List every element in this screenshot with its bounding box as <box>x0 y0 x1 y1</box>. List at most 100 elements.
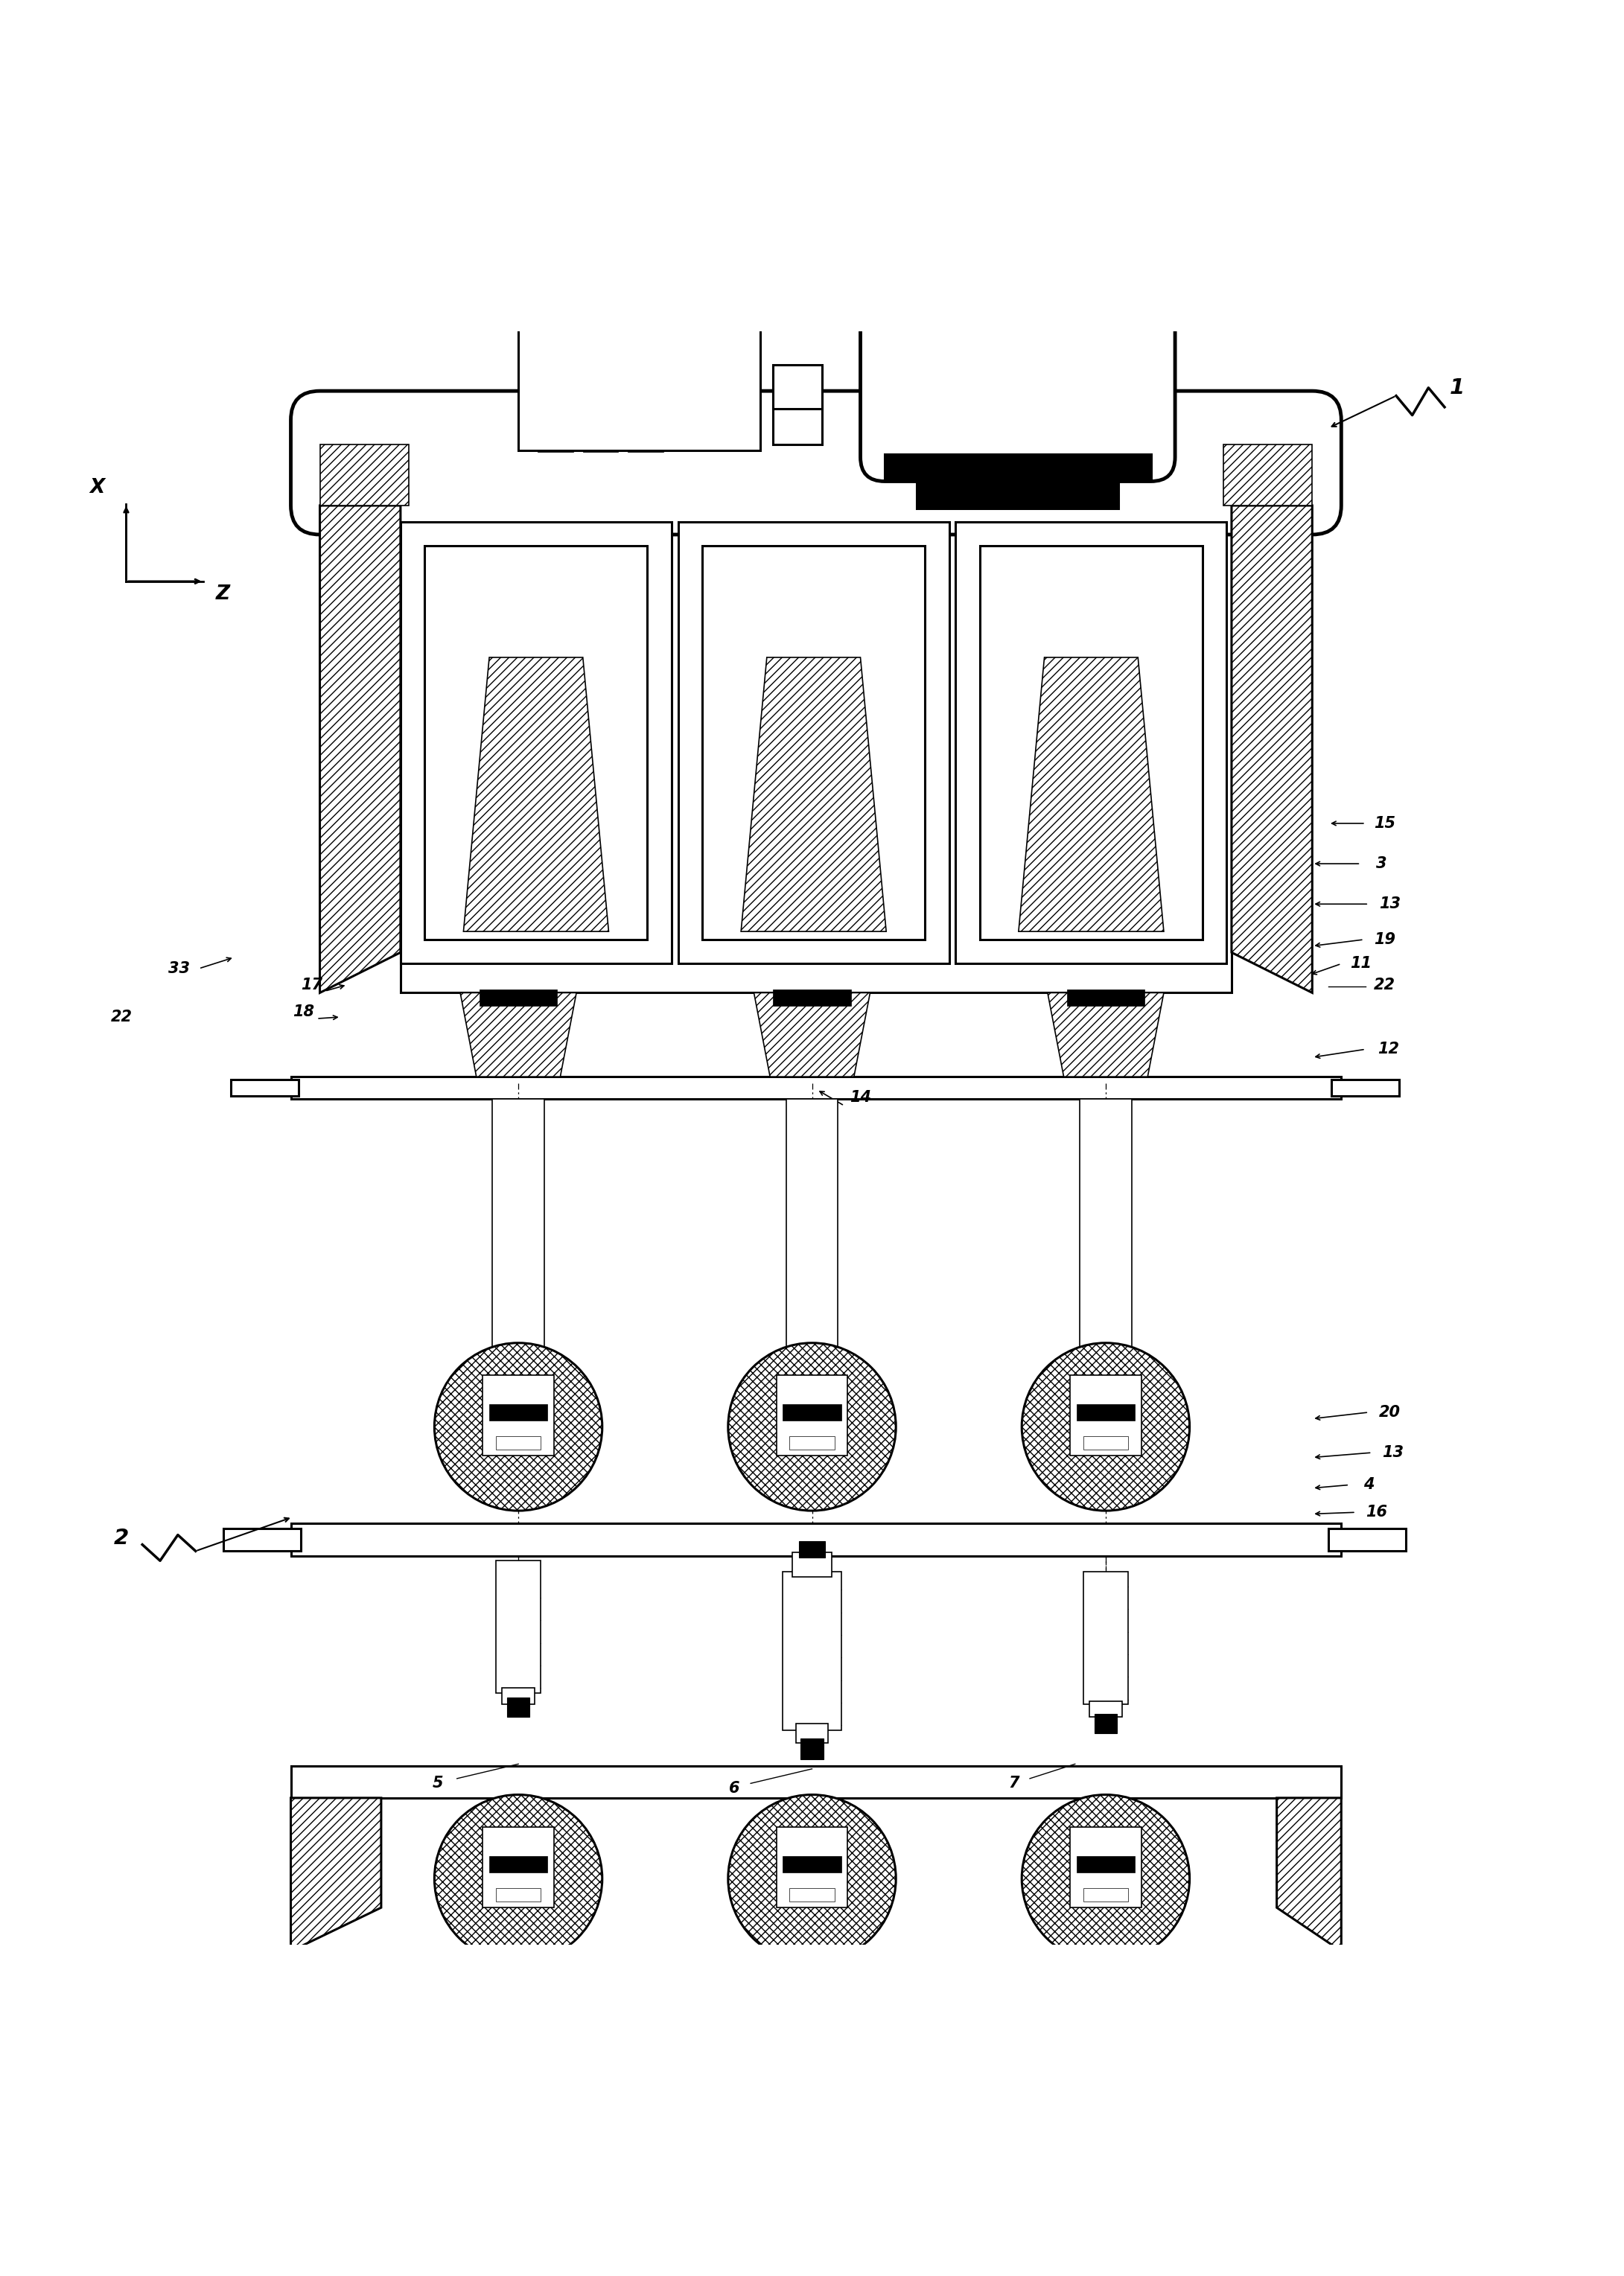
Text: 13: 13 <box>1382 1445 1403 1461</box>
Bar <box>1328 1976 1406 1992</box>
Polygon shape <box>463 658 609 931</box>
Bar <box>291 1766 1341 1798</box>
Bar <box>1077 1855 1135 1873</box>
Bar <box>799 2053 825 2071</box>
Bar <box>583 332 619 453</box>
Bar <box>505 2053 531 2071</box>
Text: 2: 2 <box>114 1527 128 1548</box>
Bar <box>1083 1436 1129 1450</box>
Circle shape <box>728 1343 896 1511</box>
Text: 8: 8 <box>492 678 503 694</box>
Bar <box>1095 1714 1117 1734</box>
Bar <box>1077 1404 1135 1420</box>
Bar <box>222 1976 300 1992</box>
Bar <box>783 1573 841 1730</box>
Text: 14: 14 <box>849 1090 870 1106</box>
Bar <box>773 364 822 410</box>
Text: 26: 26 <box>734 876 755 890</box>
Text: 11: 11 <box>1350 956 1371 972</box>
Bar <box>401 521 672 963</box>
Bar <box>482 1375 554 1457</box>
FancyBboxPatch shape <box>291 391 1341 535</box>
Bar <box>291 1523 1341 1557</box>
Bar <box>773 366 822 444</box>
Bar <box>773 990 851 1006</box>
Text: 17: 17 <box>300 976 323 992</box>
Text: 3: 3 <box>1376 856 1387 872</box>
Bar <box>679 521 948 963</box>
Text: 9: 9 <box>786 678 796 694</box>
Polygon shape <box>1276 1798 1341 1951</box>
Text: 15: 15 <box>1374 815 1395 831</box>
Text: 20: 20 <box>1379 1404 1400 1420</box>
Bar <box>793 1994 831 2060</box>
Text: X: X <box>89 478 104 498</box>
Circle shape <box>434 1796 603 1962</box>
Text: 26: 26 <box>438 881 460 894</box>
Circle shape <box>728 1796 896 1962</box>
Bar <box>401 505 1231 992</box>
Circle shape <box>434 1343 603 1511</box>
Text: 19: 19 <box>1374 933 1395 947</box>
Text: 12: 12 <box>1377 1042 1398 1056</box>
Bar <box>793 1552 831 1577</box>
Text: 10: 10 <box>1059 694 1082 710</box>
Bar <box>1083 1889 1129 1900</box>
Bar <box>1070 1375 1142 1457</box>
Text: 7: 7 <box>1009 1775 1020 1791</box>
Bar <box>495 1889 541 1900</box>
Text: Z: Z <box>216 585 231 603</box>
Text: 1: 1 <box>1450 378 1465 398</box>
Bar <box>918 476 1119 510</box>
Text: 5: 5 <box>432 1775 443 1791</box>
Polygon shape <box>1223 444 1312 505</box>
Bar <box>291 1077 1341 1099</box>
Polygon shape <box>741 658 887 931</box>
Bar <box>518 298 760 451</box>
Polygon shape <box>291 1798 382 1951</box>
Bar <box>1083 1573 1129 1705</box>
Circle shape <box>1021 1796 1190 1962</box>
Bar <box>783 1404 841 1420</box>
Text: 22: 22 <box>1374 976 1395 992</box>
Bar <box>492 1099 544 1350</box>
Bar <box>479 990 557 1006</box>
Text: 13: 13 <box>1379 897 1400 910</box>
Polygon shape <box>1047 992 1164 1077</box>
Bar <box>499 1994 538 2060</box>
Bar <box>495 1561 541 1693</box>
Bar <box>1070 1828 1142 1907</box>
Text: 33: 33 <box>169 960 190 976</box>
Bar <box>231 1079 299 1097</box>
Bar <box>799 1541 825 1557</box>
Polygon shape <box>320 505 401 992</box>
Polygon shape <box>1018 658 1164 931</box>
Bar <box>786 1099 838 1350</box>
Bar <box>489 1855 547 1873</box>
Bar <box>489 1404 547 1420</box>
Bar <box>291 1973 1341 1994</box>
Polygon shape <box>320 444 409 505</box>
Text: 16: 16 <box>1366 1504 1387 1520</box>
Bar <box>1332 1079 1400 1097</box>
Bar <box>425 546 648 940</box>
Bar <box>702 546 926 940</box>
Bar <box>1067 990 1145 1006</box>
Bar <box>885 453 1151 480</box>
Bar <box>979 546 1202 940</box>
Bar <box>1086 1994 1125 2060</box>
Bar <box>495 1436 541 1450</box>
Bar <box>1328 1529 1406 1550</box>
Bar <box>1090 1700 1122 1716</box>
Circle shape <box>1021 1343 1190 1511</box>
Bar <box>507 1698 529 1716</box>
Text: 22: 22 <box>110 1011 132 1024</box>
Bar <box>789 1436 835 1450</box>
Bar <box>776 1375 848 1457</box>
Bar <box>1093 2053 1119 2071</box>
Bar <box>955 521 1226 963</box>
Bar <box>538 332 573 453</box>
Bar <box>1080 1099 1132 1350</box>
Text: 6: 6 <box>729 1780 741 1796</box>
Polygon shape <box>1231 505 1312 992</box>
